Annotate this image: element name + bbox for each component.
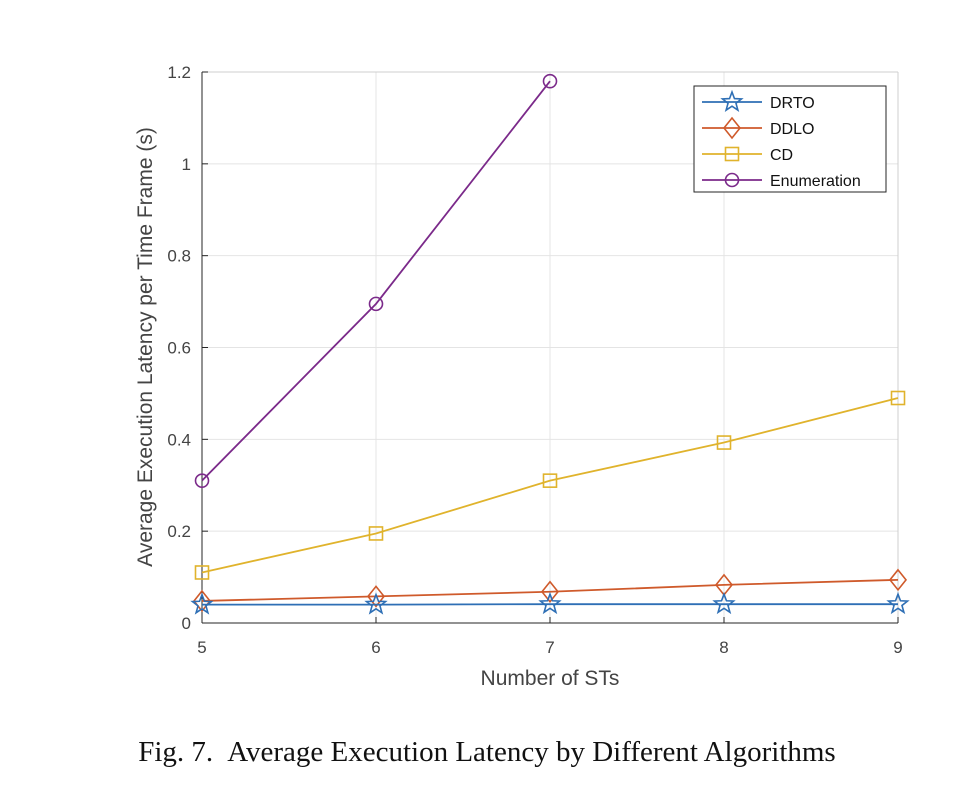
series-line-enumeration: [201, 80, 551, 482]
legend-label-drto: DRTO: [770, 95, 815, 112]
legend: DRTO DDLO CD Enumeration: [693, 85, 887, 193]
data-point-drto: [538, 591, 562, 615]
legend-marker-ddlo: [722, 116, 742, 140]
data-point-enumeration: [542, 73, 558, 89]
y-tick-label: 0.2: [167, 522, 191, 541]
series: [190, 73, 910, 615]
tick-labels: 5 6 7 8 9 0 0.2 0.4 0.6 0.8 1 1.2: [167, 63, 902, 657]
legend-marker-cd: [724, 146, 740, 162]
legend-label-ddlo: DDLO: [770, 121, 814, 138]
figure-caption: Fig. 7. Average Execution Latency by Diff…: [0, 736, 974, 769]
x-tick-label: 7: [545, 638, 554, 657]
series-line-cd: [201, 397, 899, 574]
data-point-drto: [712, 591, 736, 615]
series-line-ddlo: [201, 578, 899, 602]
data-point-ddlo: [192, 589, 212, 613]
y-tick-label: 0.4: [167, 430, 191, 449]
x-tick-label: 8: [719, 638, 728, 657]
x-tick-label: 5: [197, 638, 206, 657]
series-enumeration: [194, 73, 558, 488]
series-ddlo: [192, 568, 908, 613]
legend-box: [693, 85, 887, 193]
legend-marker-enumeration: [724, 172, 740, 188]
legend-label-cd: CD: [770, 147, 793, 164]
data-point-cd: [716, 435, 732, 450]
data-point-drto: [364, 592, 388, 615]
data-point-cd: [194, 565, 210, 580]
series-drto: [190, 591, 910, 615]
axes: [201, 71, 899, 624]
data-point-ddlo: [888, 568, 908, 592]
y-tick-label: 0.6: [167, 339, 191, 358]
caption-label: Fig. 7.: [138, 736, 214, 768]
line-chart: 5 6 7 8 9 0 0.2 0.4 0.6 0.8 1 1.2 Number of STs Ave…: [134, 63, 910, 690]
legend-marker-drto: [720, 89, 744, 112]
data-point-drto: [190, 592, 214, 615]
x-axis-label: Number of STs: [481, 667, 620, 690]
data-point-drto: [886, 591, 910, 615]
data-point-enumeration: [368, 296, 384, 312]
data-point-enumeration: [194, 473, 210, 488]
y-tick-label: 0.8: [167, 247, 191, 266]
y-tick-label: 0: [182, 614, 191, 633]
y-tick-label: 1: [182, 155, 191, 174]
caption-text: Average Execution Latency by Different A…: [227, 736, 836, 768]
legend-label-enumeration: Enumeration: [770, 173, 861, 190]
y-axis-label: Average Execution Latency per Time Frame…: [134, 127, 157, 567]
data-point-cd: [890, 390, 906, 406]
data-point-cd: [542, 473, 558, 488]
data-point-ddlo: [540, 580, 560, 604]
data-point-cd: [368, 526, 384, 541]
series-cd: [194, 390, 906, 580]
data-point-ddlo: [366, 585, 386, 608]
x-tick-label: 9: [893, 638, 902, 657]
y-tick-label: 1.2: [167, 63, 191, 82]
x-tick-label: 6: [371, 638, 380, 657]
